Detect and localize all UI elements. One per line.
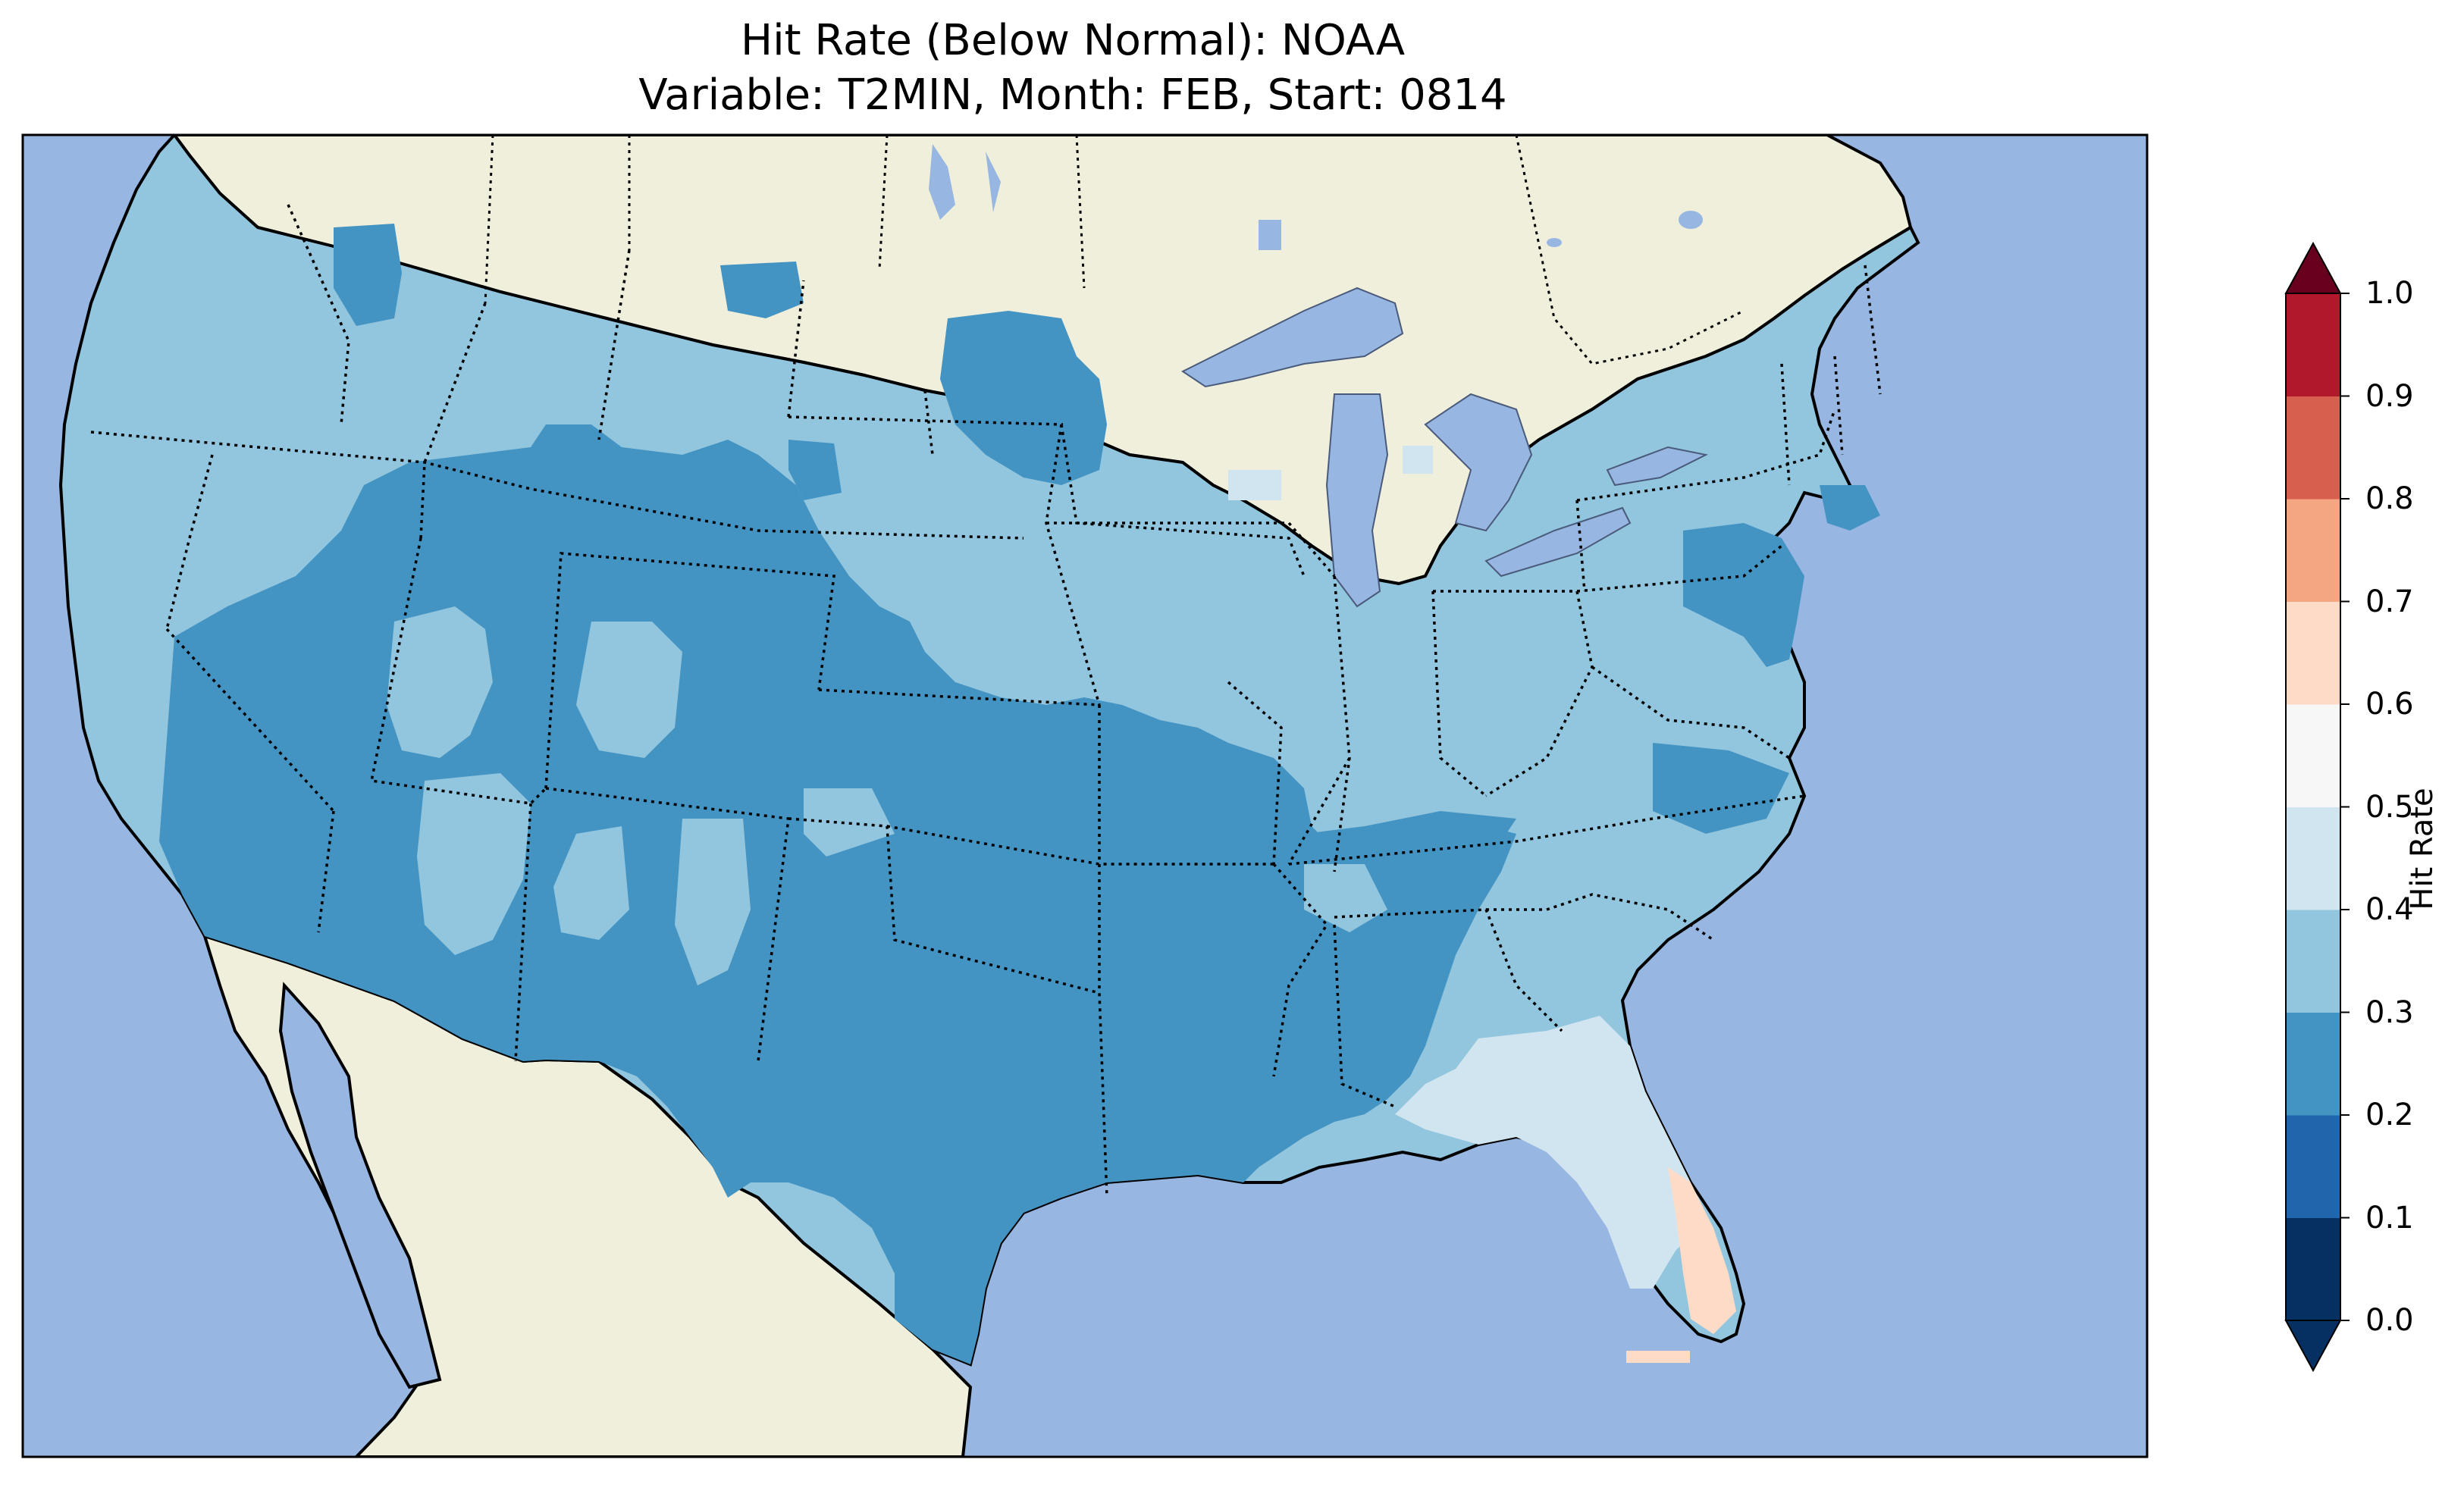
colorbar-block [2286, 499, 2340, 602]
colorbar-tick-label: 0.3 [2365, 994, 2414, 1030]
colorbar-block [2286, 1115, 2340, 1218]
colorbar-block [2286, 601, 2340, 705]
colorbar-label: Hit Rate [2405, 788, 2440, 910]
hit-rate-0.4-0.5-wisconsin [1228, 470, 1281, 500]
hit-rate-0.5-0.6-region [1668, 1167, 1736, 1334]
colorbar-block [2286, 1217, 2340, 1321]
colorbar-tick-label: 0.4 [2365, 892, 2414, 927]
hit-rate-0.5-0.6-keys [1626, 1351, 1690, 1363]
hit-rate-0.4-0.5-region [1395, 1016, 1698, 1289]
colorbar-block [2286, 704, 2340, 807]
colorbar-tick-label: 0.8 [2365, 481, 2414, 516]
colorbar-block [2286, 293, 2340, 396]
state-borders [90, 204, 1882, 1198]
canada-lakes [929, 144, 1703, 250]
map-frame [21, 133, 2149, 1458]
colorbar-tick-label: 0.5 [2365, 789, 2414, 825]
colorbar-tick-label: 1.0 [2365, 276, 2414, 311]
colorbar-tick-label: 0.9 [2365, 378, 2414, 414]
colorbar-block [2286, 910, 2340, 1013]
great-lakes [1181, 287, 1709, 608]
gulf-of-california [278, 982, 442, 1389]
colorbar-tick-label: 0.0 [2365, 1303, 2414, 1338]
colorbar-tick-label: 0.7 [2365, 584, 2414, 619]
colorbar-extend-max [2284, 241, 2342, 294]
colorbar-tick-label: 0.1 [2365, 1200, 2414, 1236]
colorbar-tick-label: 0.2 [2365, 1098, 2414, 1132]
hit-rate-0.3-0.4-islands [387, 606, 1387, 985]
colorbar-block [2286, 1012, 2340, 1116]
hit-rate-0.4-0.5-michigan [1403, 446, 1433, 474]
province-borders [484, 135, 1745, 365]
colorbar-block [2286, 807, 2340, 910]
chart-title: Hit Rate (Below Normal): NOAA [740, 16, 1406, 65]
colorbar-block [2286, 396, 2340, 500]
colorbar-extend-min [2284, 1320, 2342, 1373]
chart-subtitle: Variable: T2MIN, Month: FEB, Start: 0814 [638, 70, 1507, 120]
colorbar-tick-label: 0.6 [2365, 687, 2414, 722]
